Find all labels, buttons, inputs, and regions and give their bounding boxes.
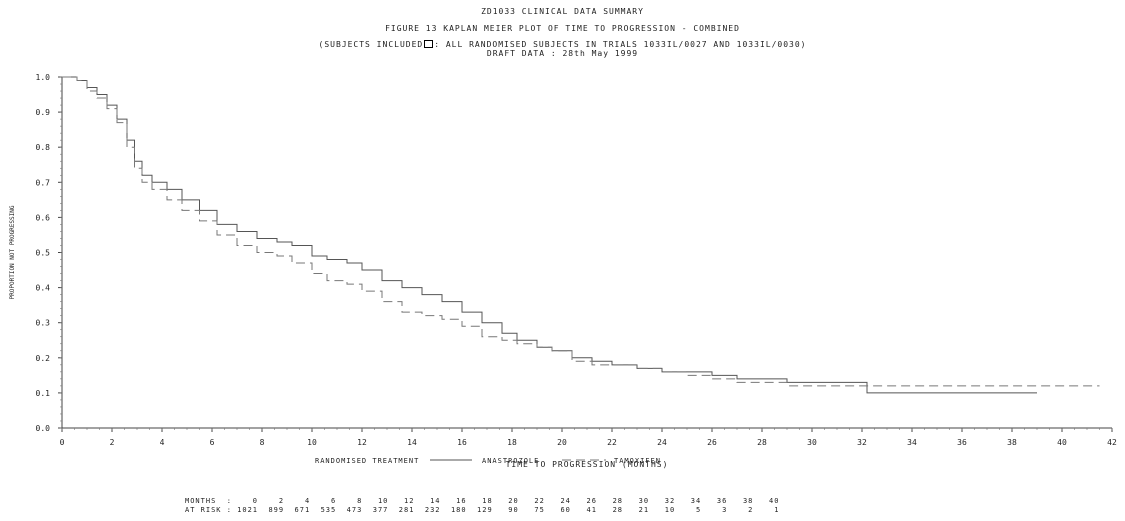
- x-tick-label: 38: [1007, 438, 1017, 447]
- x-tick-label: 12: [357, 438, 367, 447]
- at-risk-label: AT RISK :: [185, 506, 232, 514]
- series-line-anastrozole: [62, 76, 1037, 394]
- y-axis-label: PROPORTION NOT PROGRESSING: [9, 205, 16, 299]
- checkbox-icon: [424, 40, 434, 48]
- x-tick-label: 30: [807, 438, 817, 447]
- y-tick-label: 0.5: [36, 249, 51, 258]
- figure-title: FIGURE 13 KAPLAN MEIER PLOT OF TIME TO P…: [385, 24, 740, 33]
- x-tick-label: 22: [607, 438, 617, 447]
- x-tick-label: 8: [260, 438, 265, 447]
- x-tick-label: 28: [757, 438, 767, 447]
- x-tick-label: 4: [160, 438, 165, 447]
- months-values: 0 2 4 6 8 10 12 14 16 18 20 22 24 26 28 …: [231, 497, 780, 505]
- x-tick-label: 34: [907, 438, 917, 447]
- x-tick-label: 20: [557, 438, 567, 447]
- y-tick-label: 0.1: [36, 389, 51, 398]
- y-tick-label: 0.2: [36, 354, 51, 363]
- draft-data-line: DRAFT DATA : 28th May 1999: [486, 49, 639, 58]
- y-tick-label: 0.4: [36, 284, 51, 293]
- legend-label-anastrozole: ANASTROZOLE: [482, 457, 539, 465]
- legend-label-tamoxifen: TAMOXIFEN: [614, 457, 661, 465]
- report-title: ZD1033 CLINICAL DATA SUMMARY: [481, 7, 644, 16]
- subjects-line: (SUBJECTS INCLUDED : ALL RANDOMISED SUBJE…: [0, 40, 1125, 49]
- y-tick-label: 0.0: [36, 424, 51, 433]
- at-risk-values: 1021 899 671 535 473 377 281 232 180 129…: [231, 506, 780, 514]
- y-tick-label: 0.3: [36, 319, 51, 328]
- x-tick-label: 42: [1107, 438, 1117, 447]
- subjects-line-post: : ALL RANDOMISED SUBJECTS IN TRIALS 1033…: [434, 40, 807, 49]
- y-tick-label: 0.6: [36, 213, 51, 222]
- x-tick-label: 18: [507, 438, 517, 447]
- series-line-tamoxifen: [62, 76, 1100, 387]
- x-tick-label: 6: [210, 438, 215, 447]
- x-tick-label: 32: [857, 438, 867, 447]
- x-tick-label: 36: [957, 438, 967, 447]
- months-row: MONTHS : 0 2 4 6 8 10 12 14 16 18 20 22 …: [185, 497, 779, 505]
- x-tick-label: 2: [110, 438, 115, 447]
- y-tick-label: 0.9: [36, 108, 51, 117]
- x-tick-label: 24: [657, 438, 667, 447]
- x-tick-label: 10: [307, 438, 317, 447]
- x-tick-label: 26: [707, 438, 717, 447]
- x-axis-label: TIME TO PROGRESSION (MONTHS): [506, 460, 669, 469]
- x-tick-label: 16: [457, 438, 467, 447]
- at-risk-row: AT RISK : 1021 899 671 535 473 377 281 2…: [185, 506, 779, 514]
- x-tick-label: 14: [407, 438, 417, 447]
- y-tick-label: 1.0: [36, 73, 51, 82]
- subjects-line-pre: (SUBJECTS INCLUDED: [318, 40, 424, 49]
- months-label: MONTHS :: [185, 497, 232, 505]
- y-tick-label: 0.8: [36, 143, 51, 152]
- x-tick-label: 0: [60, 438, 65, 447]
- legend-title: RANDOMISED TREATMENT: [315, 457, 419, 465]
- x-tick-label: 40: [1057, 438, 1067, 447]
- y-tick-label: 0.7: [36, 178, 51, 187]
